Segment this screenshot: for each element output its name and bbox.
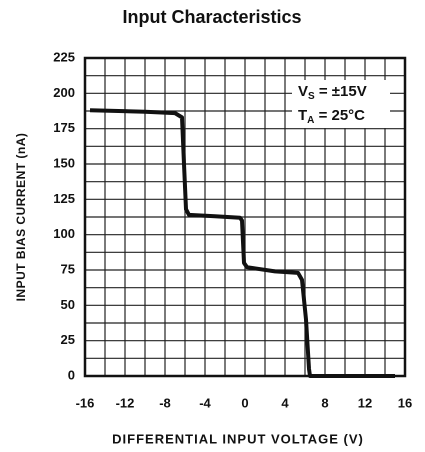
x-tick-label: -8	[159, 395, 171, 410]
y-tick-label: 0	[68, 367, 75, 382]
y-tick-label: 225	[53, 49, 75, 64]
y-tick-label: 125	[53, 191, 75, 206]
annotation: VS = ±15V	[298, 83, 367, 102]
x-tick-label: 16	[398, 395, 412, 410]
annotation: TA = 25°C	[298, 107, 365, 126]
x-tick-label: 0	[241, 395, 248, 410]
y-tick-label: 100	[53, 226, 75, 241]
x-tick-label: 12	[358, 395, 372, 410]
chart-title: Input Characteristics	[122, 7, 301, 27]
y-tick-label: 75	[61, 261, 75, 276]
x-tick-label: -12	[116, 395, 135, 410]
x-tick-label: -16	[76, 395, 95, 410]
annotation-main: T	[298, 107, 307, 124]
annotation-box	[292, 80, 390, 128]
annotation-sub: A	[307, 115, 314, 126]
y-tick-label: 150	[53, 155, 75, 170]
y-tick-label: 175	[53, 120, 75, 135]
annotation-sub: S	[308, 91, 315, 102]
x-axis-label: DIFFERENTIAL INPUT VOLTAGE (V)	[112, 431, 364, 446]
annotation-main: V	[298, 83, 308, 100]
y-tick-label: 200	[53, 85, 75, 100]
x-tick-label: 8	[321, 395, 328, 410]
x-tick-label: 4	[281, 395, 289, 410]
annotation-rest: = ±15V	[315, 83, 367, 100]
y-tick-label: 50	[61, 297, 75, 312]
plot-border	[83, 56, 407, 378]
x-tick-label: -4	[199, 395, 211, 410]
annotation-rest: = 25°C	[314, 107, 365, 124]
data-line	[89, 108, 395, 378]
y-tick-label: 25	[61, 332, 75, 347]
y-axis-label: INPUT BIAS CURRENT (nA)	[14, 133, 28, 302]
